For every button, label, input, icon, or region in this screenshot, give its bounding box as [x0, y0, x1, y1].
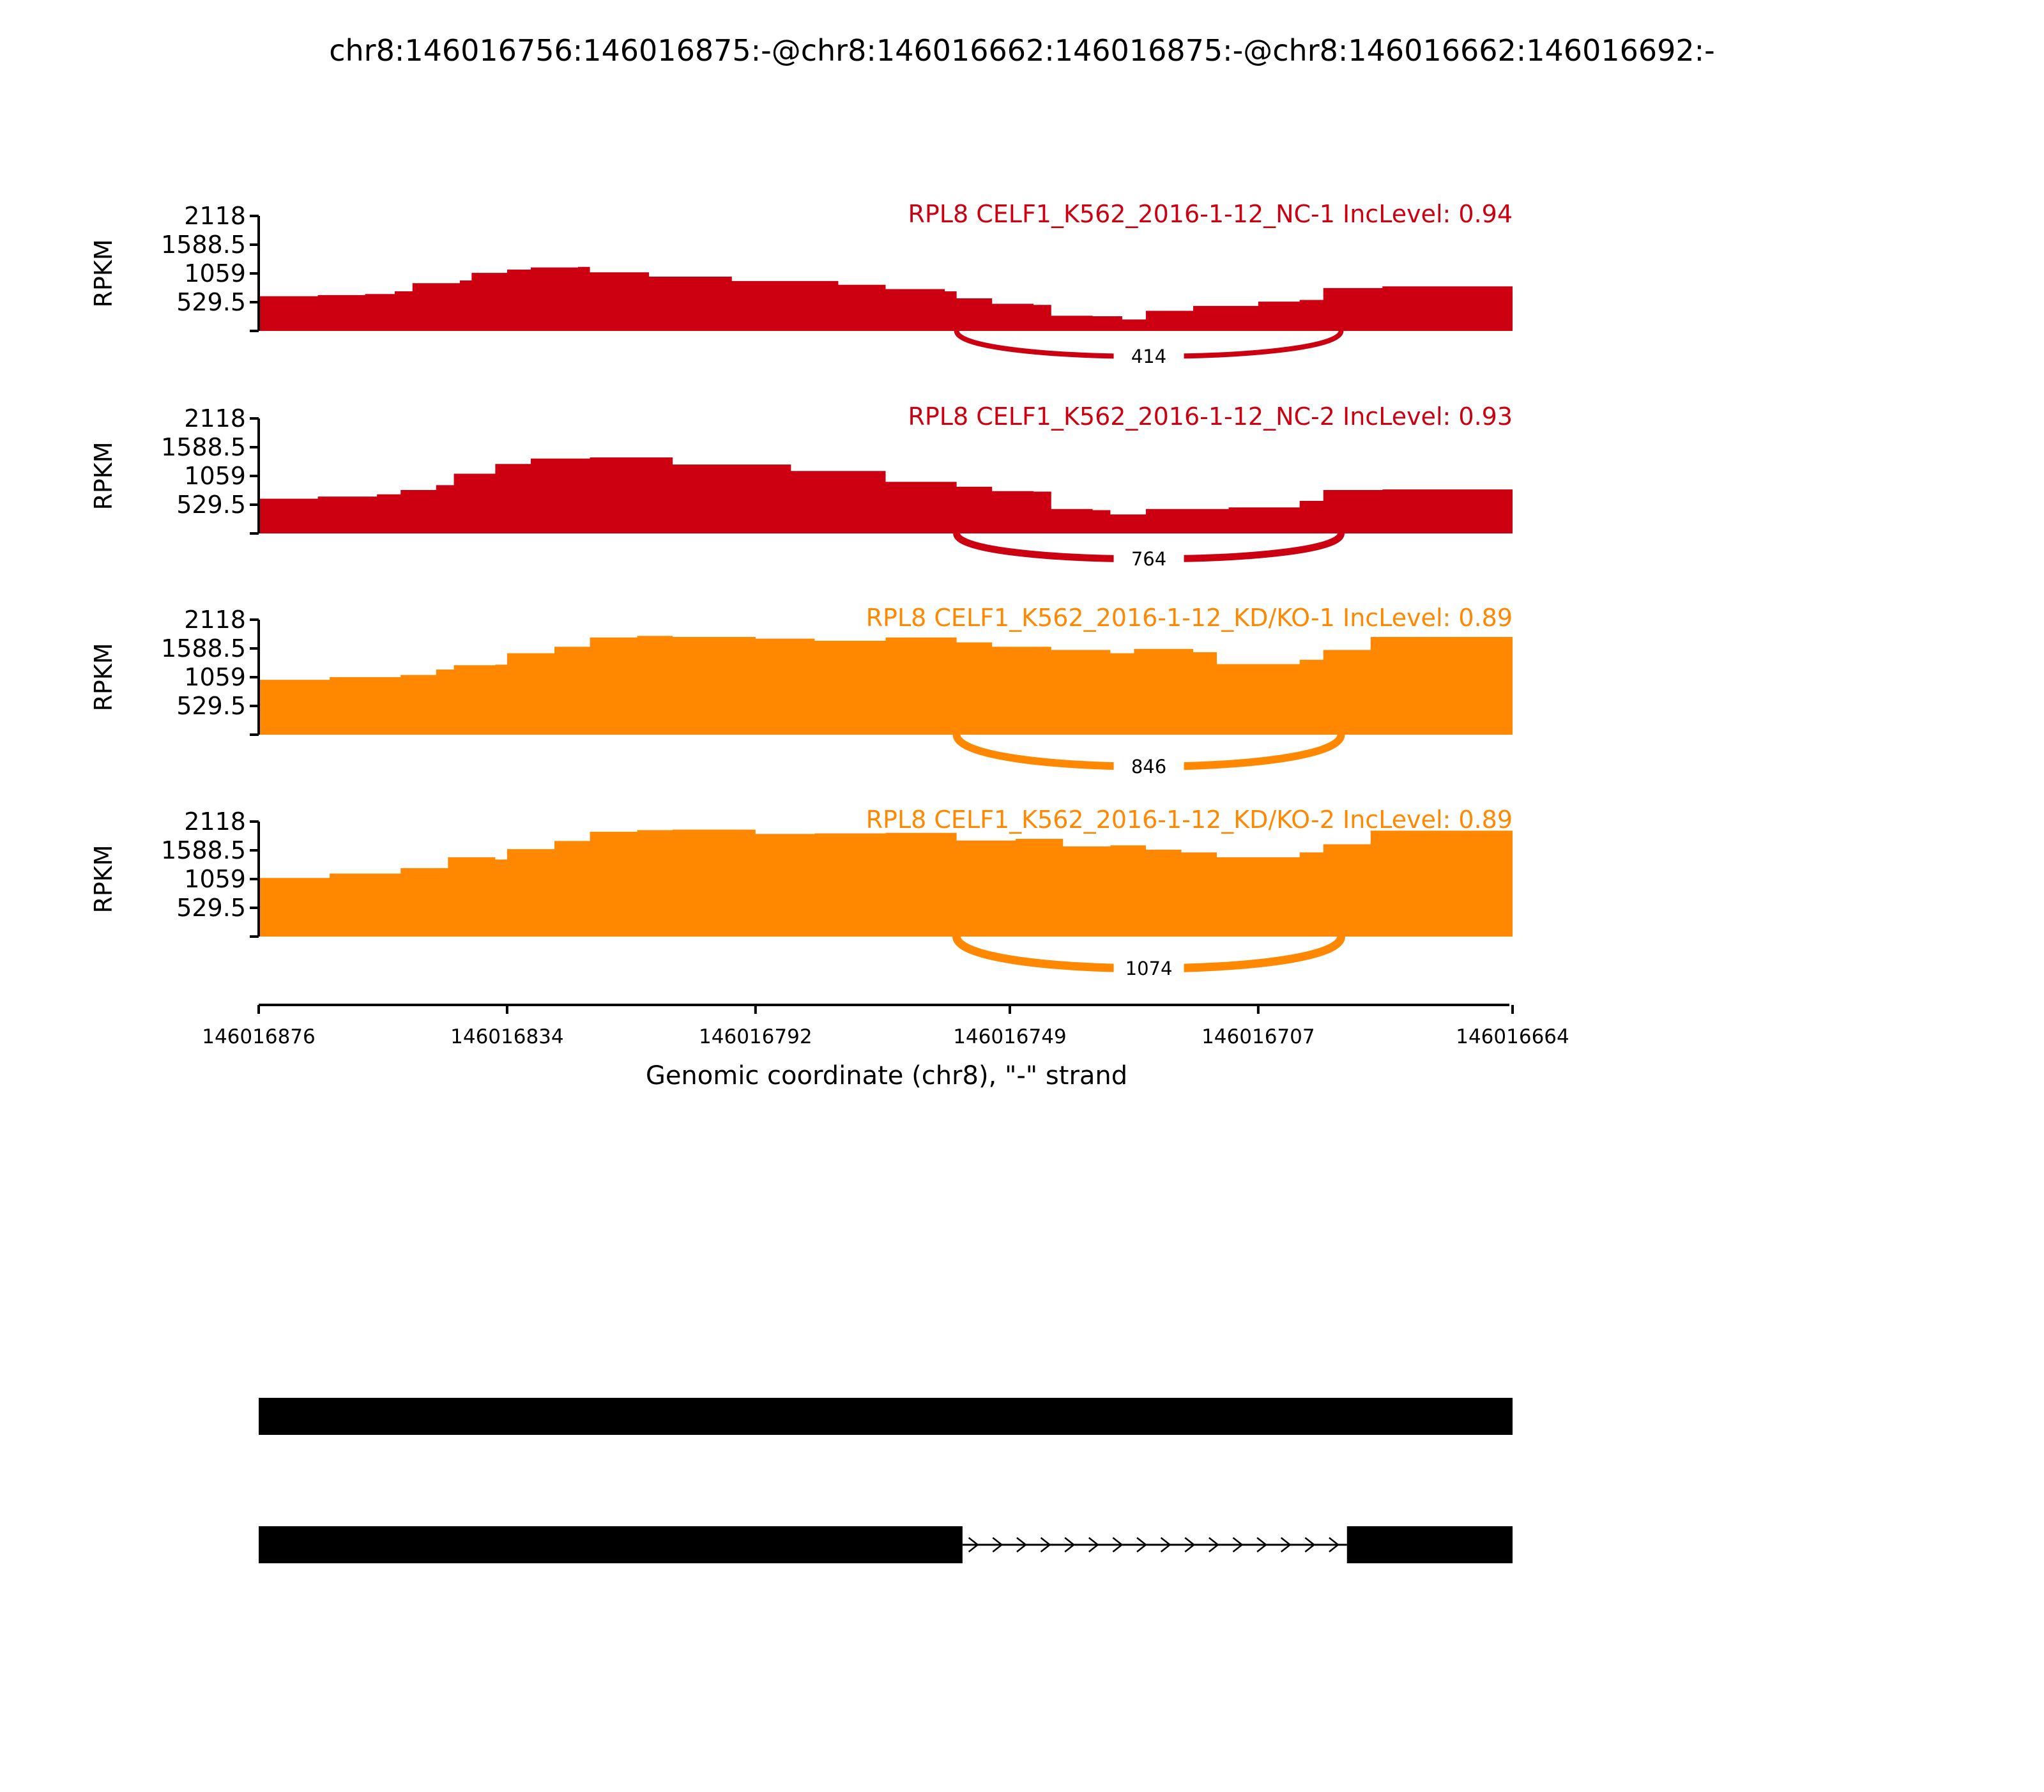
y-tick-label: 1588.5 — [161, 634, 246, 662]
y-tick-label: 1059 — [184, 259, 246, 287]
y-tick-label: 2118 — [184, 808, 246, 836]
y-tick-label: 1059 — [184, 865, 246, 893]
y-tick-label: 1059 — [184, 462, 246, 490]
x-tick-label: 146016792 — [699, 1025, 812, 1048]
x-tick-label: 146016707 — [1201, 1025, 1315, 1048]
y-axis-label: RPKM — [89, 845, 118, 913]
junction-count: 1074 — [1125, 958, 1173, 979]
strand-arrow — [1136, 1537, 1148, 1552]
strand-arrow — [1280, 1537, 1292, 1552]
y-tick-label: 1588.5 — [161, 836, 246, 864]
strand-arrow — [992, 1537, 1003, 1552]
x-axis: Genomic coordinate (chr8), "-" strand 14… — [202, 1004, 1569, 1091]
junction-label-bg — [1113, 344, 1184, 369]
y-tick-label: 2118 — [184, 404, 246, 433]
x-axis-label: Genomic coordinate (chr8), "-" strand — [646, 1061, 1127, 1091]
y-tick-label: 529.5 — [176, 288, 246, 316]
x-tick-label: 146016834 — [450, 1025, 564, 1048]
y-tick-label: 1059 — [184, 663, 246, 691]
coverage-area — [259, 266, 1513, 331]
track-label: RPL8 CELF1_K562_2016-1-12_NC-2 IncLevel:… — [908, 402, 1513, 431]
track-label: RPL8 CELF1_K562_2016-1-12_NC-1 IncLevel:… — [908, 200, 1513, 228]
strand-arrow — [1232, 1537, 1244, 1552]
exon-block — [259, 1526, 963, 1563]
y-axis-label: RPKM — [89, 643, 118, 711]
strand-arrow — [1040, 1537, 1051, 1552]
y-tick-label: 1588.5 — [161, 433, 246, 461]
y-tick-label: 529.5 — [176, 491, 246, 519]
coverage-area — [259, 636, 1513, 735]
strand-arrow — [1160, 1537, 1171, 1552]
junction-count: 846 — [1131, 756, 1166, 777]
x-tick-label: 146016664 — [1456, 1025, 1569, 1048]
junction-label-bg — [1113, 754, 1184, 779]
y-tick-label: 529.5 — [176, 692, 246, 720]
y-tick-label: 2118 — [184, 202, 246, 230]
exon-block — [1346, 1526, 1513, 1563]
x-tick-label: 146016749 — [953, 1025, 1067, 1048]
junction-label-bg — [1113, 546, 1184, 572]
y-tick-label: 1588.5 — [161, 231, 246, 259]
strand-arrow — [1184, 1537, 1196, 1552]
strand-arrow — [1329, 1537, 1339, 1552]
isoform-2 — [259, 1526, 1513, 1563]
y-axis-label: RPKM — [89, 441, 118, 510]
x-tick-label: 146016876 — [202, 1025, 316, 1048]
coverage-area — [259, 829, 1513, 937]
figure-title: chr8:146016756:146016875:-@chr8:14601666… — [329, 33, 1715, 68]
strand-arrow — [1209, 1537, 1219, 1552]
strand-arrow — [1016, 1537, 1027, 1552]
junction-label-bg — [1113, 956, 1184, 981]
track-label: RPL8 CELF1_K562_2016-1-12_KD/KO-2 IncLev… — [866, 806, 1513, 834]
y-tick-label: 2118 — [184, 606, 246, 634]
strand-arrow — [1088, 1537, 1099, 1552]
y-axis-label: RPKM — [89, 239, 118, 307]
track-label: RPL8 CELF1_K562_2016-1-12_KD/KO-1 IncLev… — [866, 604, 1513, 632]
strand-arrow — [968, 1537, 979, 1552]
strand-arrow — [1064, 1537, 1076, 1552]
junction-count: 764 — [1131, 548, 1166, 570]
coverage-area — [259, 457, 1513, 533]
strand-arrow — [1304, 1537, 1316, 1552]
isoform-1 — [259, 1398, 1513, 1435]
y-tick-label: 529.5 — [176, 894, 246, 922]
exon-block — [259, 1398, 1513, 1435]
strand-arrow — [1112, 1537, 1124, 1552]
gene-models — [259, 1398, 1513, 1563]
junction-count: 414 — [1131, 346, 1166, 367]
strand-arrow — [1256, 1537, 1268, 1552]
